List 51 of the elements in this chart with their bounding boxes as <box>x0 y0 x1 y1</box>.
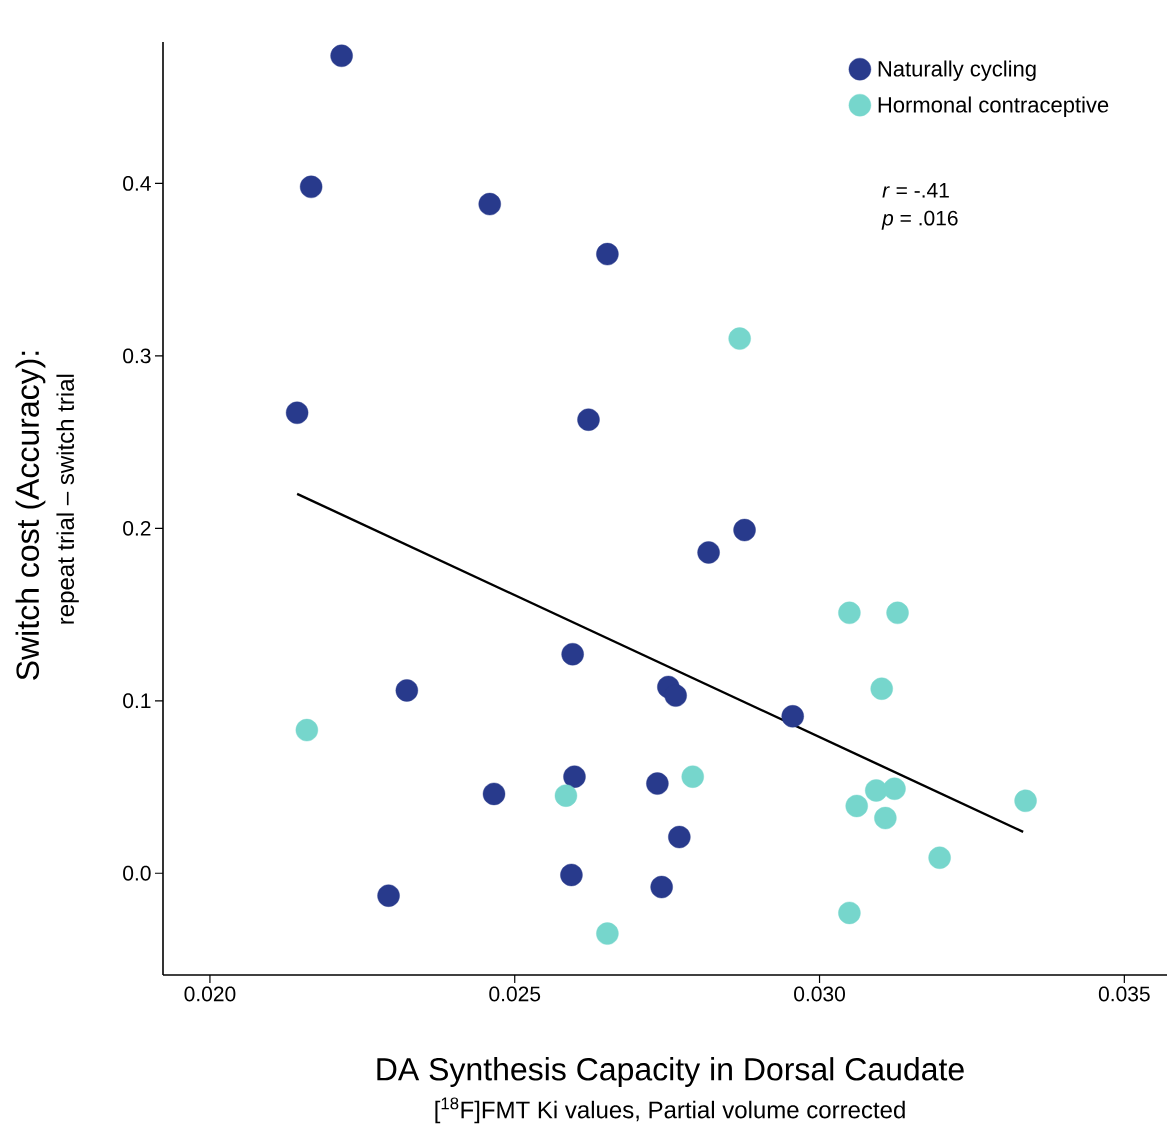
point <box>295 718 319 742</box>
point <box>650 875 673 899</box>
point <box>285 401 309 424</box>
point <box>886 601 909 625</box>
y-tick-label: 0.1 <box>123 693 151 709</box>
point <box>561 643 584 666</box>
point <box>874 806 897 830</box>
annotation: p = .016 <box>881 210 958 230</box>
point <box>395 679 419 702</box>
y-tick-label: 0.3 <box>123 348 151 364</box>
point <box>781 705 804 728</box>
point <box>865 779 888 802</box>
point <box>697 541 720 564</box>
point <box>299 175 323 199</box>
point <box>1014 789 1037 813</box>
point <box>681 765 704 788</box>
annotation: r = -.41 <box>882 183 949 198</box>
x-tick-label: 0.025 <box>489 986 541 1002</box>
point <box>377 884 400 907</box>
y-axis-title: Switch cost (Accuracy): <box>15 351 46 680</box>
x-tick-label: 0.030 <box>794 986 845 1002</box>
text: repeat trial – switch trial <box>56 374 79 624</box>
x-tick-label: 0.020 <box>184 986 236 1002</box>
point <box>733 518 756 542</box>
x-axis-title: DA Synthesis Capacity in Dorsal Caudate <box>377 1057 964 1087</box>
point <box>883 777 906 800</box>
x-tick-label: 0.035 <box>1098 986 1150 1002</box>
point <box>560 863 583 887</box>
point <box>728 327 751 350</box>
point <box>596 242 619 266</box>
point <box>870 677 893 700</box>
y-tick-label: 0.4 <box>123 175 151 191</box>
point <box>668 825 691 849</box>
point <box>554 784 578 807</box>
point <box>928 846 951 869</box>
legend-label: Hormonal contraceptive <box>878 96 1109 117</box>
text: [$^{18}$F]FMT Ki values, Partial volume corrected <box>435 1097 905 1124</box>
point <box>845 794 868 818</box>
point <box>478 192 501 216</box>
legend-label: Naturally cycling <box>878 60 1036 81</box>
y-tick-label: 0.2 <box>123 520 151 536</box>
y-tick-label: 0.0 <box>123 865 151 881</box>
point <box>838 601 861 625</box>
point <box>482 782 506 806</box>
point <box>577 408 600 431</box>
point <box>664 684 687 707</box>
point <box>646 772 669 795</box>
point <box>838 901 861 925</box>
point <box>330 44 353 67</box>
point <box>563 765 586 788</box>
point <box>596 922 619 945</box>
